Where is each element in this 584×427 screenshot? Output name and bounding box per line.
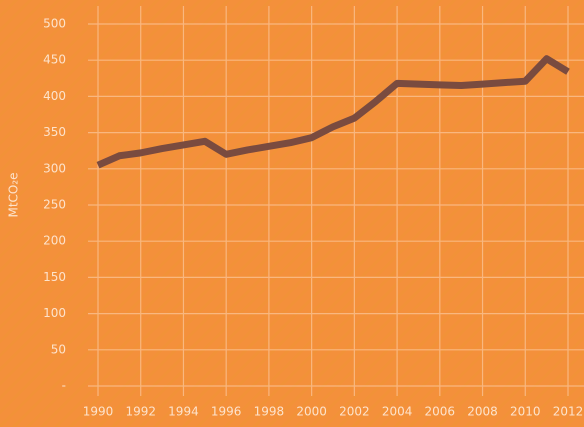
x-tick-label: 2006 <box>425 405 456 419</box>
x-tick-label: 2012 <box>553 405 584 419</box>
y-tick-label: - <box>62 379 66 393</box>
x-tick-label: 2008 <box>467 405 498 419</box>
y-tick-label: 150 <box>43 270 66 284</box>
x-tick-label: 1998 <box>254 405 285 419</box>
x-tick-label: 1992 <box>125 405 156 419</box>
y-tick-label: 250 <box>43 198 66 212</box>
x-tick-label: 2010 <box>510 405 541 419</box>
y-tick-label: 50 <box>51 342 66 356</box>
x-tick-label: 1994 <box>168 405 199 419</box>
y-tick-label: 300 <box>43 161 66 175</box>
data-line <box>96 55 570 169</box>
x-tick-label: 2002 <box>339 405 370 419</box>
y-tick-label: 350 <box>43 125 66 139</box>
y-tick-label: 200 <box>43 234 66 248</box>
y-tick-label: 100 <box>43 306 66 320</box>
x-tick-label: 2000 <box>296 405 327 419</box>
y-tick-label: 500 <box>43 17 66 31</box>
x-tick-label: 1996 <box>211 405 242 419</box>
y-tick-label: 450 <box>43 53 66 67</box>
y-tick-label: 400 <box>43 89 66 103</box>
x-tick-label: 2004 <box>382 405 413 419</box>
x-tick-label: 1990 <box>83 405 114 419</box>
y-axis-label: MtCO₂e <box>7 172 21 217</box>
